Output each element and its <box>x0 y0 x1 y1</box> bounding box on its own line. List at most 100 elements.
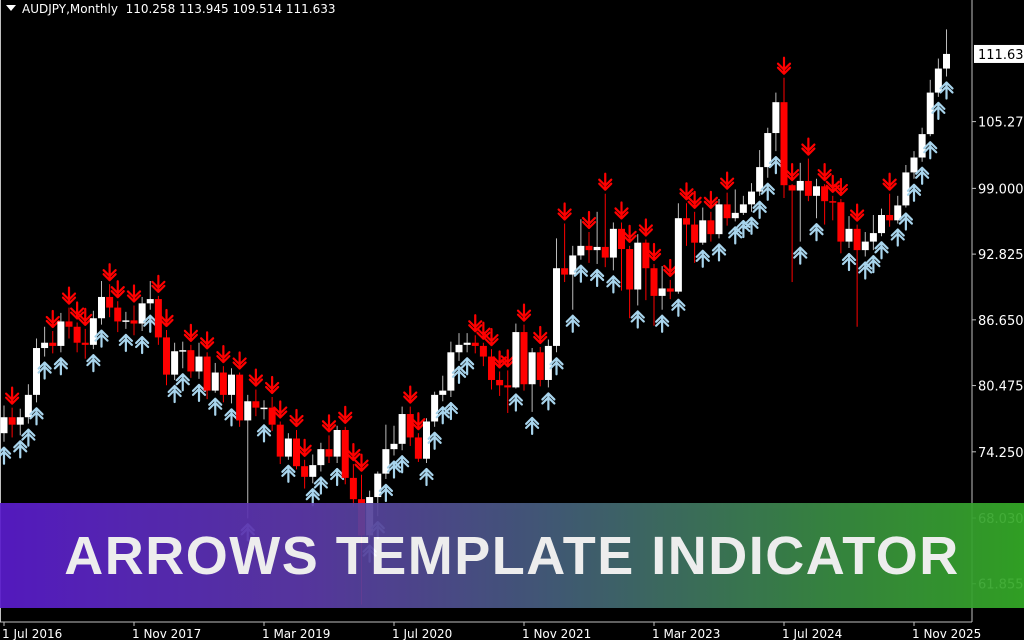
bear-candle[interactable] <box>853 228 861 251</box>
bear-candle[interactable] <box>642 242 650 269</box>
bull-candle[interactable] <box>244 401 252 421</box>
bull-candle[interactable] <box>382 449 390 474</box>
bull-candle[interactable] <box>634 242 642 290</box>
bull-candle[interactable] <box>813 186 820 196</box>
bull-candle[interactable] <box>309 465 317 477</box>
bull-candle[interactable] <box>894 205 902 221</box>
bull-candle[interactable] <box>122 320 130 322</box>
bull-candle[interactable] <box>869 233 877 242</box>
bear-candle[interactable] <box>73 326 81 343</box>
bull-candle[interactable] <box>756 167 764 192</box>
bear-candle[interactable] <box>666 288 674 292</box>
bear-candle[interactable] <box>618 228 625 250</box>
bear-candle[interactable] <box>154 299 162 338</box>
bear-candle[interactable] <box>203 356 211 391</box>
bear-candle[interactable] <box>707 220 715 235</box>
bull-candle[interactable] <box>179 350 187 352</box>
bear-candle[interactable] <box>236 374 244 421</box>
bear-candle[interactable] <box>821 186 829 202</box>
bear-candle[interactable] <box>691 224 699 243</box>
bear-candle[interactable] <box>471 342 479 346</box>
bull-candle[interactable] <box>228 374 235 395</box>
bull-candle[interactable] <box>674 218 682 292</box>
bear-candle[interactable] <box>536 352 544 380</box>
bull-candle[interactable] <box>284 438 292 457</box>
bear-candle[interactable] <box>585 245 593 251</box>
bear-candle[interactable] <box>219 372 227 395</box>
bear-candle[interactable] <box>65 321 73 327</box>
bull-candle[interactable] <box>98 296 105 319</box>
bear-candle[interactable] <box>163 337 170 375</box>
bear-candle[interactable] <box>601 246 609 258</box>
bull-candle[interactable] <box>943 53 950 69</box>
bull-candle[interactable] <box>138 303 146 324</box>
bull-candle[interactable] <box>918 134 926 158</box>
bull-candle[interactable] <box>16 417 24 425</box>
bear-candle[interactable] <box>829 201 837 203</box>
bull-candle[interactable] <box>431 394 439 422</box>
bull-candle[interactable] <box>41 342 49 349</box>
bear-candle[interactable] <box>780 102 788 186</box>
dropdown-triangle-icon[interactable] <box>6 5 16 11</box>
bull-candle[interactable] <box>861 241 869 251</box>
bear-candle[interactable] <box>114 307 122 322</box>
bull-candle[interactable] <box>398 414 406 444</box>
bull-candle[interactable] <box>910 157 918 173</box>
bull-candle[interactable] <box>609 228 617 258</box>
bear-candle[interactable] <box>252 401 260 408</box>
bull-candle[interactable] <box>195 356 203 372</box>
bull-candle[interactable] <box>658 288 666 296</box>
bear-candle[interactable] <box>49 342 57 346</box>
bull-candle[interactable] <box>748 191 755 205</box>
bull-candle[interactable] <box>146 299 154 304</box>
bear-candle[interactable] <box>723 204 731 219</box>
bear-candle[interactable] <box>561 268 569 275</box>
bear-candle[interactable] <box>81 342 89 345</box>
bull-candle[interactable] <box>699 220 707 243</box>
bull-candle[interactable] <box>0 417 8 434</box>
bull-candle[interactable] <box>731 212 739 219</box>
bull-candle[interactable] <box>463 342 471 345</box>
bull-candle[interactable] <box>553 268 560 346</box>
bear-candle[interactable] <box>187 350 195 372</box>
bear-candle[interactable] <box>788 185 796 191</box>
bear-candle[interactable] <box>293 438 300 467</box>
bull-candle[interactable] <box>24 394 32 418</box>
bear-candle[interactable] <box>496 379 504 386</box>
bull-candle[interactable] <box>577 245 585 256</box>
bear-candle[interactable] <box>406 414 414 438</box>
bear-candle[interactable] <box>804 180 812 196</box>
bull-candle[interactable] <box>902 172 910 206</box>
bull-candle[interactable] <box>593 246 601 251</box>
bear-candle[interactable] <box>130 320 138 324</box>
bull-candle[interactable] <box>171 351 179 375</box>
bull-candle[interactable] <box>764 133 772 168</box>
bear-candle[interactable] <box>106 296 114 308</box>
bear-candle[interactable] <box>520 332 528 385</box>
bear-candle[interactable] <box>650 268 658 296</box>
bull-candle[interactable] <box>390 443 398 450</box>
bear-candle[interactable] <box>341 429 349 478</box>
bear-candle[interactable] <box>301 466 309 477</box>
bull-candle[interactable] <box>447 352 455 391</box>
bull-candle[interactable] <box>528 352 536 385</box>
bull-candle[interactable] <box>715 204 723 235</box>
bull-candle[interactable] <box>772 102 780 134</box>
bull-candle[interactable] <box>374 473 382 498</box>
bull-candle[interactable] <box>796 180 804 191</box>
bear-candle[interactable] <box>488 356 495 380</box>
bull-candle[interactable] <box>845 228 853 242</box>
bull-candle[interactable] <box>260 407 268 410</box>
bull-candle[interactable] <box>569 255 577 275</box>
bear-candle[interactable] <box>683 218 690 225</box>
bull-candle[interactable] <box>317 449 325 466</box>
bull-candle[interactable] <box>934 68 942 93</box>
bull-candle[interactable] <box>878 214 885 234</box>
bull-candle[interactable] <box>423 421 430 459</box>
bull-candle[interactable] <box>211 372 219 391</box>
bear-candle[interactable] <box>414 437 422 459</box>
bear-candle[interactable] <box>886 214 894 221</box>
bull-candle[interactable] <box>455 344 463 353</box>
bear-candle[interactable] <box>268 407 276 425</box>
